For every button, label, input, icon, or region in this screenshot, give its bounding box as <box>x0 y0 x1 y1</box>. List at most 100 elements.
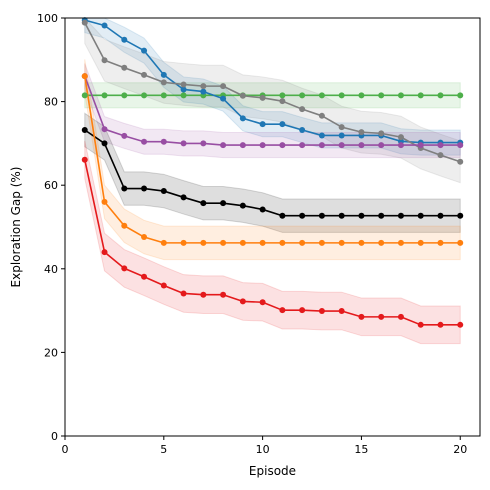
series-6-point <box>200 291 207 298</box>
series-3-band <box>84 63 461 159</box>
series-3-point <box>200 140 207 147</box>
series-0-point <box>81 92 88 99</box>
series-6-point <box>141 273 148 280</box>
series-points <box>81 17 464 328</box>
series-3-point <box>160 138 167 145</box>
series-4-point <box>121 185 128 192</box>
series-1-point <box>318 132 325 139</box>
series-4-point <box>457 212 464 219</box>
series-5-point <box>259 239 266 246</box>
series-5-point <box>318 239 325 246</box>
series-0-point <box>358 92 365 99</box>
series-3-point <box>101 126 108 133</box>
series-4-point <box>101 140 108 147</box>
series-3-point <box>299 142 306 149</box>
series-3-point <box>180 140 187 147</box>
series-4-point <box>338 212 345 219</box>
series-2-point <box>220 83 227 90</box>
series-2-point <box>121 64 128 71</box>
series-0-point <box>299 92 306 99</box>
series-1-point <box>101 22 108 29</box>
series-1-point <box>200 88 207 95</box>
series-3-point <box>358 142 365 149</box>
series-4-point <box>239 202 246 209</box>
series-4-point <box>220 200 227 207</box>
series-4-point <box>81 127 88 134</box>
series-4-point <box>299 212 306 219</box>
series-3-point <box>417 142 424 149</box>
series-4-point <box>279 212 286 219</box>
series-4-point <box>397 212 404 219</box>
series-1-point <box>160 71 167 78</box>
series-4-point <box>417 212 424 219</box>
series-4-point <box>259 206 266 213</box>
series-6-point <box>239 298 246 305</box>
series-6-point <box>81 156 88 163</box>
series-0-point <box>160 92 167 99</box>
y-tick-label: 40 <box>44 263 58 276</box>
series-0-point <box>141 92 148 99</box>
series-6-point <box>160 282 167 289</box>
series-2-point <box>141 71 148 78</box>
x-tick-label: 10 <box>256 443 270 456</box>
series-5-point <box>378 239 385 246</box>
series-6-point <box>121 265 128 272</box>
series-lines <box>83 19 461 326</box>
plot-frame <box>64 17 481 437</box>
series-5-band <box>84 59 461 261</box>
series-3-point <box>457 142 464 149</box>
confidence-bands <box>84 16 461 345</box>
series-3-point <box>121 132 128 139</box>
series-1-point <box>239 115 246 122</box>
series-0-point <box>121 92 128 99</box>
series-5-point <box>200 239 207 246</box>
series-0-point <box>457 92 464 99</box>
series-6-point <box>358 313 365 320</box>
y-tick-label: 20 <box>44 346 58 359</box>
series-5-point <box>457 239 464 246</box>
series-2-point <box>101 57 108 64</box>
series-6-point <box>457 321 464 328</box>
y-tick-label: 80 <box>44 96 58 109</box>
series-6-point <box>437 321 444 328</box>
series-6-point <box>259 299 266 306</box>
series-2-point <box>279 98 286 105</box>
series-5-point <box>121 222 128 229</box>
series-2-point <box>457 158 464 165</box>
series-0-point <box>378 92 385 99</box>
series-0-point <box>101 92 108 99</box>
series-6-point <box>318 308 325 315</box>
series-2-point <box>81 19 88 26</box>
series-3-point <box>279 142 286 149</box>
series-0-point <box>417 92 424 99</box>
series-1-point <box>279 121 286 128</box>
series-4-point <box>378 212 385 219</box>
series-5-point <box>141 234 148 241</box>
series-6-point <box>378 313 385 320</box>
series-1-point <box>121 36 128 43</box>
series-3-point <box>318 142 325 149</box>
series-2-point <box>180 81 187 88</box>
series-1-point <box>259 121 266 128</box>
y-axis-label: Exploration Gap (%) <box>9 167 23 288</box>
series-4-point <box>200 200 207 207</box>
series-0-point <box>437 92 444 99</box>
series-3-point <box>239 142 246 149</box>
series-1-point <box>220 95 227 102</box>
series-6-point <box>101 249 108 256</box>
series-1-point <box>338 132 345 139</box>
series-3-line <box>84 75 461 146</box>
series-4-point <box>160 188 167 195</box>
series-0-point <box>338 92 345 99</box>
series-6-point <box>180 290 187 297</box>
series-2-line <box>84 22 461 163</box>
series-2-point <box>378 130 385 137</box>
series-6-point <box>299 307 306 314</box>
series-2-point <box>259 94 266 101</box>
series-6-point <box>397 313 404 320</box>
series-6-point <box>417 321 424 328</box>
series-3-point <box>397 142 404 149</box>
series-2-point <box>160 79 167 86</box>
x-tick-label: 5 <box>160 443 167 456</box>
